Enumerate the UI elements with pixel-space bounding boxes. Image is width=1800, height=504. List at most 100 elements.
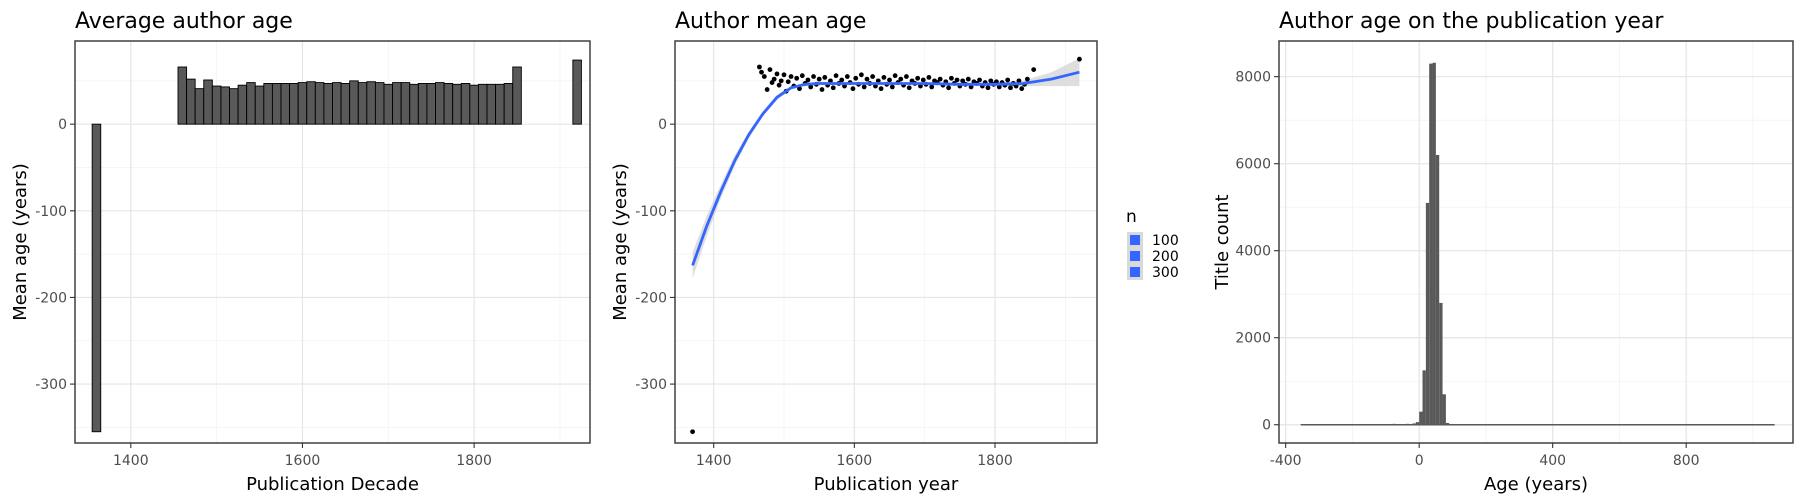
y-axis-ticks: 0 -100 -200 -300 <box>35 117 75 393</box>
data-point <box>757 64 762 70</box>
smooth-line-path <box>691 70 1080 266</box>
legend-key <box>1130 235 1140 245</box>
data-point <box>822 74 828 80</box>
x-axis-ticks: 1400 1600 1800 <box>113 443 492 469</box>
bar <box>486 83 497 125</box>
data-point <box>864 76 870 82</box>
histogram-bar <box>1412 423 1416 425</box>
y-tick-label: 8000 <box>1235 70 1271 86</box>
bar <box>495 83 505 125</box>
legend-title: n <box>1126 207 1137 227</box>
data-point <box>946 85 951 91</box>
x-tick-label: 1600 <box>837 453 873 469</box>
data-point <box>830 85 836 91</box>
bar <box>220 86 230 125</box>
bar <box>229 88 239 125</box>
data-point <box>771 76 777 82</box>
y-axis-ticks: 0 -100 -200 -300 <box>635 117 675 393</box>
histogram-bar <box>1439 302 1443 425</box>
bar <box>503 83 514 125</box>
histogram-bar <box>1399 424 1403 426</box>
x-tick-label: 1600 <box>285 453 321 469</box>
data-point <box>1031 67 1037 72</box>
data-point <box>977 77 982 83</box>
data-point <box>761 74 767 79</box>
bar <box>400 82 411 125</box>
data-point <box>996 84 1002 90</box>
x-tick-label: 1400 <box>113 453 149 469</box>
gridlines <box>1279 41 1793 443</box>
x-tick-label: 0 <box>1415 453 1424 469</box>
data-point <box>828 78 833 84</box>
bar <box>280 83 291 125</box>
data-point <box>1016 78 1022 84</box>
bar <box>314 82 325 125</box>
bar <box>392 82 402 125</box>
data-point <box>949 75 954 81</box>
y-axis-title: Mean age (years) <box>610 163 631 321</box>
bar <box>306 81 316 125</box>
bar <box>271 83 282 125</box>
data-point <box>1024 76 1030 82</box>
panel-border <box>674 40 1098 444</box>
y-tick-label: 6000 <box>1235 157 1271 173</box>
histogram-bar <box>1419 411 1423 425</box>
confidence-band-area <box>692 58 1080 279</box>
legend-key <box>1130 267 1140 277</box>
x-tick-label: 1400 <box>696 453 732 469</box>
data-point <box>844 74 850 79</box>
data-point <box>929 84 935 90</box>
histogram-bar <box>1405 423 1410 425</box>
data-point <box>892 73 898 79</box>
data-point <box>881 74 887 80</box>
data-point <box>858 72 864 78</box>
histogram-bar <box>1432 62 1436 425</box>
y-tick-label: 0 <box>58 117 67 133</box>
histogram-bar <box>1415 422 1420 425</box>
y-axis-ticks: 0 2000 4000 6000 8000 <box>1235 70 1279 434</box>
bar <box>460 83 471 125</box>
data-point <box>937 76 943 82</box>
histogram-bars <box>1300 62 1775 426</box>
data-point <box>1077 56 1082 62</box>
x-tick-label: 800 <box>1673 453 1700 469</box>
chart-title: Average author age <box>75 9 293 34</box>
bars <box>91 59 582 433</box>
x-tick-label: 1800 <box>977 453 1013 469</box>
data-point <box>781 72 787 78</box>
y-tick-label: 4000 <box>1235 244 1271 260</box>
y-axis-title: Title count <box>1212 194 1233 290</box>
bar <box>383 83 394 125</box>
bar <box>340 83 351 125</box>
data-point <box>776 82 782 88</box>
bar <box>435 82 445 125</box>
data-point <box>764 87 770 92</box>
y-tick-label: -300 <box>635 377 667 393</box>
bar <box>512 66 522 125</box>
panel-author-age-publication-year: Author age on the publication year -400 0… <box>1212 9 1794 495</box>
panel-border <box>74 40 591 444</box>
data-point <box>767 67 773 72</box>
confidence-band <box>692 58 1080 279</box>
data-point <box>808 84 814 90</box>
bar <box>366 81 376 125</box>
y-tick-label: 0 <box>1262 418 1271 434</box>
panel-average-author-age: Average author age 1400 1600 1800 0 -100 -20… <box>10 9 591 495</box>
data-point <box>819 87 825 92</box>
x-tick-label: 400 <box>1539 453 1566 469</box>
histogram-bar <box>1425 202 1430 425</box>
bar <box>426 83 436 125</box>
data-point <box>778 78 784 84</box>
data-point <box>960 78 966 84</box>
data-point <box>878 86 884 92</box>
legend-label: 200 <box>1152 249 1179 265</box>
bar <box>374 82 385 125</box>
histogram-bar <box>1445 422 1450 425</box>
data-point <box>903 74 909 79</box>
data-point <box>926 74 932 80</box>
histogram-bar <box>1442 394 1446 425</box>
data-point <box>759 69 764 75</box>
points <box>690 56 1082 435</box>
x-axis-title: Publication Decade <box>246 474 419 495</box>
